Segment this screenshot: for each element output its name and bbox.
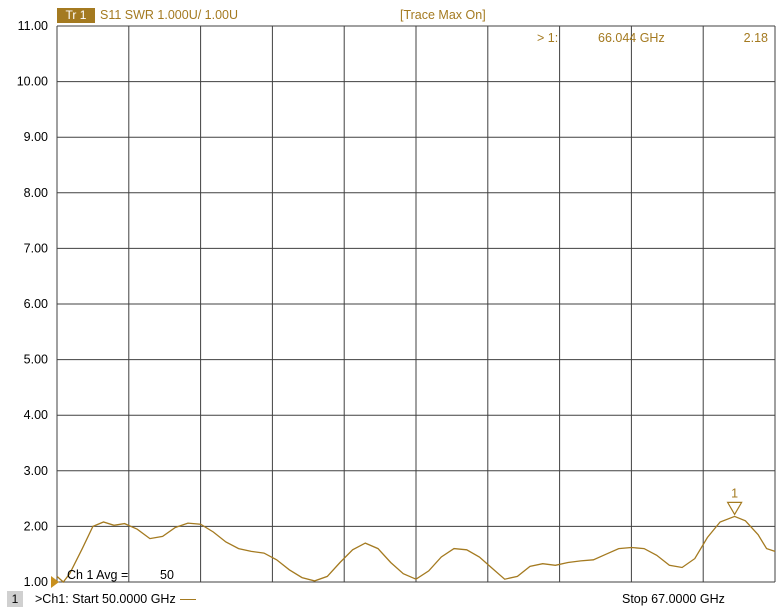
marker-1-label: 1 (731, 486, 738, 500)
y-tick-label: 4.00 (24, 408, 48, 422)
marker-1-triangle-icon[interactable] (726, 501, 743, 516)
trace-status: [Trace Max On] (400, 8, 486, 22)
grid (56, 25, 776, 583)
y-axis-ticks: 1.00 2.00 3.00 4.00 5.00 6.00 7.00 8.00 9.00 10.0… (17, 19, 48, 589)
start-frequency: >Ch1: Start 50.0000 GHz (35, 592, 196, 607)
stop-frequency: Stop 67.0000 GHz (622, 592, 725, 606)
trace-legend-line-icon (179, 599, 196, 601)
y-tick-label: 1.00 (24, 575, 48, 589)
start-frequency-text: >Ch1: Start 50.0000 GHz (35, 592, 176, 606)
y-tick-label: 11.00 (18, 19, 48, 33)
avg-label: Ch 1 Avg = (67, 568, 128, 582)
y-tick-label: 9.00 (24, 130, 48, 144)
trace-line (56, 515, 776, 583)
y-tick-label: 2.00 (24, 519, 48, 533)
y-tick-label: 6.00 (24, 297, 48, 311)
start-marker-icon (51, 576, 59, 588)
trace-badge[interactable]: Tr 1 (57, 8, 95, 23)
y-tick-label: 10.00 (17, 75, 48, 89)
y-tick-label: 8.00 (24, 186, 48, 200)
marker-readout-value: 2.18 (744, 31, 768, 45)
trace-label[interactable]: S11 SWR 1.000U/ 1.00U (100, 8, 239, 22)
marker-1-flag: 1 (726, 486, 743, 516)
marker-readout-freq: 66.044 GHz (598, 31, 665, 45)
channel-box[interactable]: 1 (7, 591, 23, 607)
y-tick-label: 3.00 (24, 464, 48, 478)
avg-value: 50 (160, 568, 174, 582)
marker-readout-index: > 1: (537, 31, 558, 45)
y-tick-label: 5.00 (24, 353, 48, 367)
y-tick-label: 7.00 (24, 241, 48, 255)
